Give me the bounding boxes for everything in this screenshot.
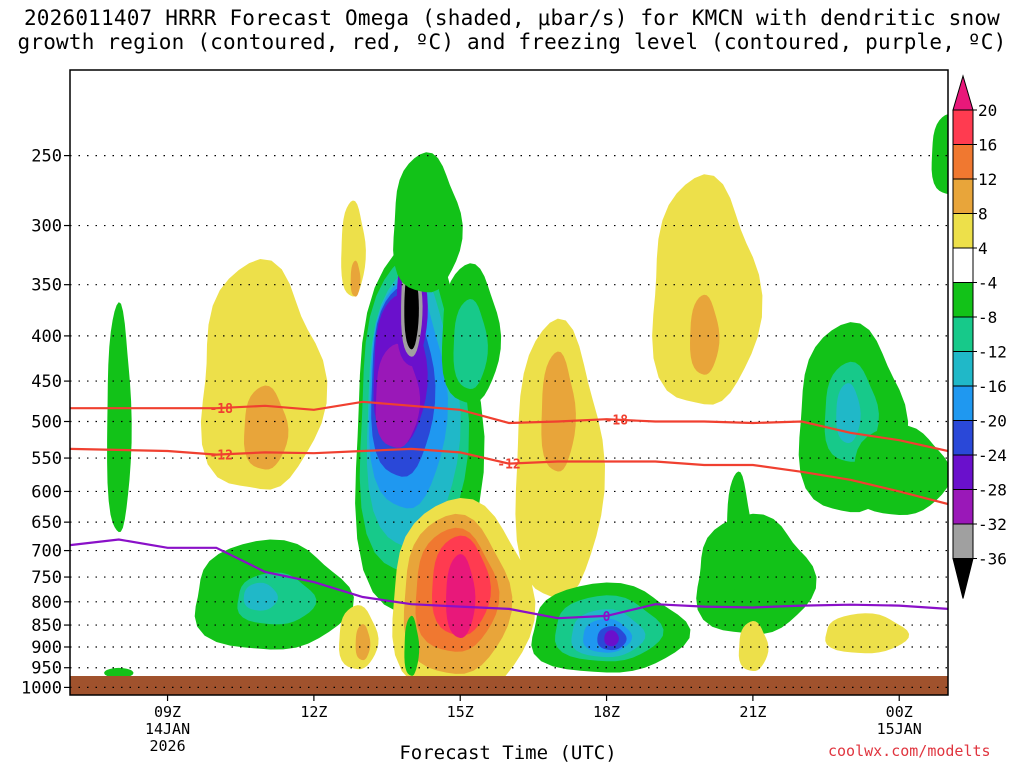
- x-tick-label: 2026: [149, 737, 185, 755]
- x-axis-label: Forecast Time (UTC): [399, 742, 617, 764]
- colorbar-label: 16: [978, 136, 997, 155]
- omega-shading: [104, 114, 948, 695]
- omega-region: [104, 667, 134, 678]
- omega-region: [931, 114, 948, 195]
- colorbar-label: -28: [978, 481, 1007, 500]
- omega-region: [541, 351, 576, 472]
- omega-region: [825, 613, 910, 654]
- colorbar-segment: [952, 144, 974, 180]
- contour-label: -18: [605, 414, 629, 429]
- colorbar-segment: [952, 489, 974, 525]
- omega-region: [375, 343, 421, 448]
- y-tick-label: 800: [31, 593, 62, 613]
- y-tick-label: 550: [31, 449, 62, 469]
- chart-title: 2026011407 HRRR Forecast Omega (shaded, …: [0, 6, 1024, 54]
- colorbar-segment: [952, 523, 974, 559]
- y-tick-label: 850: [31, 616, 62, 636]
- colorbar-segment: [952, 109, 974, 145]
- colorbar-segment: [952, 351, 974, 387]
- omega-region: [652, 174, 763, 405]
- omega-region: [393, 152, 463, 293]
- y-tick-label: 350: [31, 276, 62, 296]
- colorbar-label: 12: [978, 170, 997, 189]
- omega-region: [836, 383, 861, 444]
- chart-title-line-1: 2026011407 HRRR Forecast Omega (shaded, …: [23, 6, 1001, 30]
- contour-label: -12: [209, 448, 232, 463]
- omega-region: [690, 294, 720, 375]
- y-tick-label: 900: [31, 638, 62, 658]
- colorbar-label: -20: [978, 412, 1007, 431]
- y-tick-label: 950: [31, 659, 62, 679]
- omega-region: [107, 302, 132, 533]
- omega-region: [404, 615, 420, 676]
- chart-title-line-2: growth region (contoured, red, ºC) and f…: [17, 30, 1007, 54]
- colorbar-segment: [952, 316, 974, 352]
- colorbar-segment: [952, 385, 974, 421]
- omega-region: [852, 425, 948, 515]
- colorbar-segment: [952, 282, 974, 318]
- y-tick-label: 600: [31, 482, 62, 502]
- y-tick-label: 400: [31, 327, 62, 347]
- x-tick-label: 18Z: [593, 703, 620, 721]
- colorbar-label: -8: [978, 308, 997, 327]
- x-tick-label: 21Z: [739, 703, 766, 721]
- omega-region: [446, 554, 476, 638]
- colorbar-label: -12: [978, 343, 1007, 362]
- y-tick-label: 1000: [21, 678, 62, 698]
- omega-region: [696, 513, 817, 634]
- dgz-contour-minus18: [70, 400, 948, 453]
- temperature-contours: -18 -18 -12 -12 0: [70, 400, 948, 625]
- y-tick-label: 300: [31, 217, 62, 237]
- y-tick-label: 500: [31, 413, 62, 433]
- colorbar-top-arrow: [952, 74, 974, 111]
- plot-frame: [69, 69, 949, 696]
- x-tick-label: 12Z: [300, 703, 327, 721]
- colorbar: 20 16 12 8 4 -4 -8 -12 -16 -20 -24 -28 -32 -36: [952, 74, 1007, 599]
- colorbar-segment: [952, 178, 974, 214]
- omega-region: [200, 259, 328, 490]
- colorbar-bottom-arrow: [952, 558, 974, 599]
- contour-label: -18: [209, 402, 233, 417]
- colorbar-segment: [952, 420, 974, 456]
- omega-region: [350, 260, 361, 297]
- x-tick-label: 14JAN: [145, 720, 190, 738]
- colorbar-segment: [952, 247, 974, 283]
- ground-surface: [70, 676, 948, 695]
- dgz-contour-minus12: [70, 447, 948, 506]
- colorbar-label: -16: [978, 377, 1007, 396]
- colorbar-label: 4: [978, 239, 988, 258]
- colorbar-label: -24: [978, 446, 1007, 465]
- x-tick-label: 00Z: [886, 703, 913, 721]
- y-axis: 2503003504004505005506006507007508008509…: [21, 147, 70, 698]
- freezing-level-contour: [70, 538, 948, 620]
- x-tick-label: 15JAN: [877, 720, 922, 738]
- y-tick-label: 450: [31, 372, 62, 392]
- omega-region: [738, 621, 769, 671]
- colorbar-label: -32: [978, 515, 1007, 534]
- omega-region: [604, 630, 619, 647]
- y-tick-label: 250: [31, 147, 62, 167]
- x-tick-label: 15Z: [447, 703, 474, 721]
- credit-text: coolwx.com/modelts: [828, 742, 991, 760]
- colorbar-label: 8: [978, 205, 988, 224]
- y-tick-label: 650: [31, 513, 62, 533]
- x-tick-label: 09Z: [154, 703, 181, 721]
- omega-region: [243, 582, 278, 611]
- colorbar-segment: [952, 213, 974, 249]
- colorbar-segment: [952, 454, 974, 490]
- y-tick-label: 700: [31, 542, 62, 562]
- colorbar-label: -4: [978, 274, 997, 293]
- contour-label: 0: [603, 610, 611, 625]
- omega-region: [355, 624, 371, 661]
- y-tick-label: 750: [31, 568, 62, 588]
- colorbar-label: 20: [978, 101, 997, 120]
- contour-label: -12: [497, 458, 520, 473]
- omega-region: [453, 299, 488, 389]
- omega-region: [726, 471, 752, 592]
- colorbar-label: -36: [978, 550, 1007, 569]
